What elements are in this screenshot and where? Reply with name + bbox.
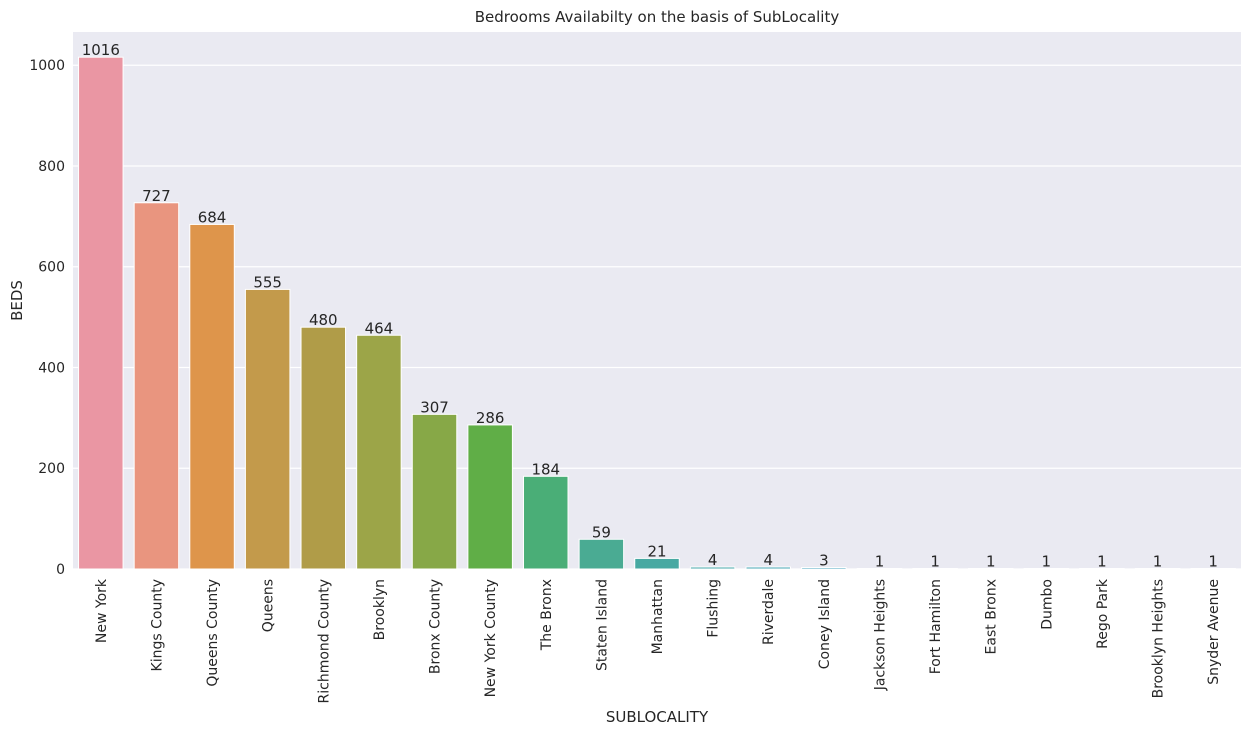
y-tick-label: 800 (38, 159, 65, 175)
bar-value-label: 727 (142, 187, 171, 205)
bar-value-label: 1 (1042, 552, 1052, 570)
bar-value-label: 307 (420, 398, 449, 416)
bar-value-label: 1 (930, 552, 940, 570)
x-axis-ticks: New York Kings County Queens County Queens R… (94, 578, 1222, 703)
x-tick-label: Flushing (706, 579, 722, 638)
x-tick-label: The Bronx (539, 579, 555, 651)
x-tick-label: Richmond County (316, 579, 332, 703)
bar (411, 413, 458, 570)
bar-value-label: 4 (708, 551, 718, 569)
bar (356, 334, 402, 570)
x-tick-label: Snyder Avenue (1206, 579, 1222, 685)
x-tick-label: Fort Hamilton (928, 579, 944, 674)
bar-value-label: 3 (819, 551, 829, 569)
bar-value-label: 684 (198, 208, 227, 226)
bar-value-label: 286 (476, 409, 505, 427)
x-tick-label: Brooklyn (372, 579, 388, 640)
bar (967, 567, 1014, 570)
bar (1190, 567, 1236, 570)
y-axis-label: BEDS (8, 280, 26, 321)
bar-value-label: 184 (531, 460, 560, 478)
x-tick-label: East Bronx (984, 579, 1000, 654)
bar (856, 567, 903, 570)
bar-value-label: 21 (647, 542, 666, 560)
x-tick-label: Riverdale (761, 579, 777, 645)
bar (300, 326, 347, 570)
x-tick-label: Bronx County (428, 579, 444, 674)
x-tick-label: New York (94, 578, 110, 643)
x-tick-label: Rego Park (1095, 578, 1111, 649)
y-axis-ticks: 0 200 400 600 800 1000 (29, 58, 65, 578)
x-tick-label: New York County (483, 579, 499, 697)
bar (1134, 567, 1181, 570)
bar-value-label: 59 (592, 523, 611, 541)
y-tick-label: 600 (38, 260, 65, 276)
x-tick-label: Kings County (149, 579, 165, 671)
bar (523, 475, 569, 570)
bar-value-label: 464 (365, 319, 394, 337)
y-tick-label: 400 (38, 360, 65, 376)
x-tick-label: Manhattan (650, 579, 666, 654)
bar-value-label: 1 (1208, 552, 1218, 570)
chart-title: Bedrooms Availabilty on the basis of Sub… (475, 8, 840, 26)
x-tick-label: Brooklyn Heights (1151, 579, 1167, 698)
x-tick-label: Queens County (205, 579, 221, 687)
bar (189, 223, 235, 570)
bar-value-label: 555 (253, 273, 282, 291)
bar (578, 538, 625, 570)
x-axis-label: SUBLOCALITY (606, 708, 709, 726)
bar (801, 566, 847, 570)
bar-value-label: 1 (875, 552, 885, 570)
bar (912, 567, 958, 570)
bar (634, 557, 680, 570)
x-tick-label: Dumbo (1039, 579, 1055, 630)
data-labels: 1016 727 684 555 480 464 307 286 184 59 21 4 4 3 1 1 1 1 1… (82, 41, 1218, 570)
x-tick-label: Queens (261, 579, 277, 632)
bar (689, 566, 736, 570)
bar (244, 288, 291, 570)
bar-value-label: 4 (763, 551, 773, 569)
bar (133, 202, 180, 570)
x-tick-label: Jackson Heights (872, 579, 888, 691)
bar (1023, 567, 1070, 570)
bar (78, 56, 124, 570)
bar-value-label: 480 (309, 311, 338, 329)
y-tick-label: 200 (38, 461, 65, 477)
bar-value-label: 1 (1097, 552, 1107, 570)
x-tick-label: Coney Island (817, 579, 833, 669)
bar (467, 424, 513, 570)
bars (78, 56, 1236, 570)
bar (745, 566, 791, 570)
bar-value-label: 1016 (82, 41, 120, 59)
bar (1079, 567, 1125, 570)
y-tick-label: 1000 (29, 58, 65, 74)
y-tick-label: 0 (56, 562, 65, 578)
x-tick-label: Staten Island (594, 579, 610, 671)
bar-value-label: 1 (986, 552, 996, 570)
bar-value-label: 1 (1153, 552, 1163, 570)
